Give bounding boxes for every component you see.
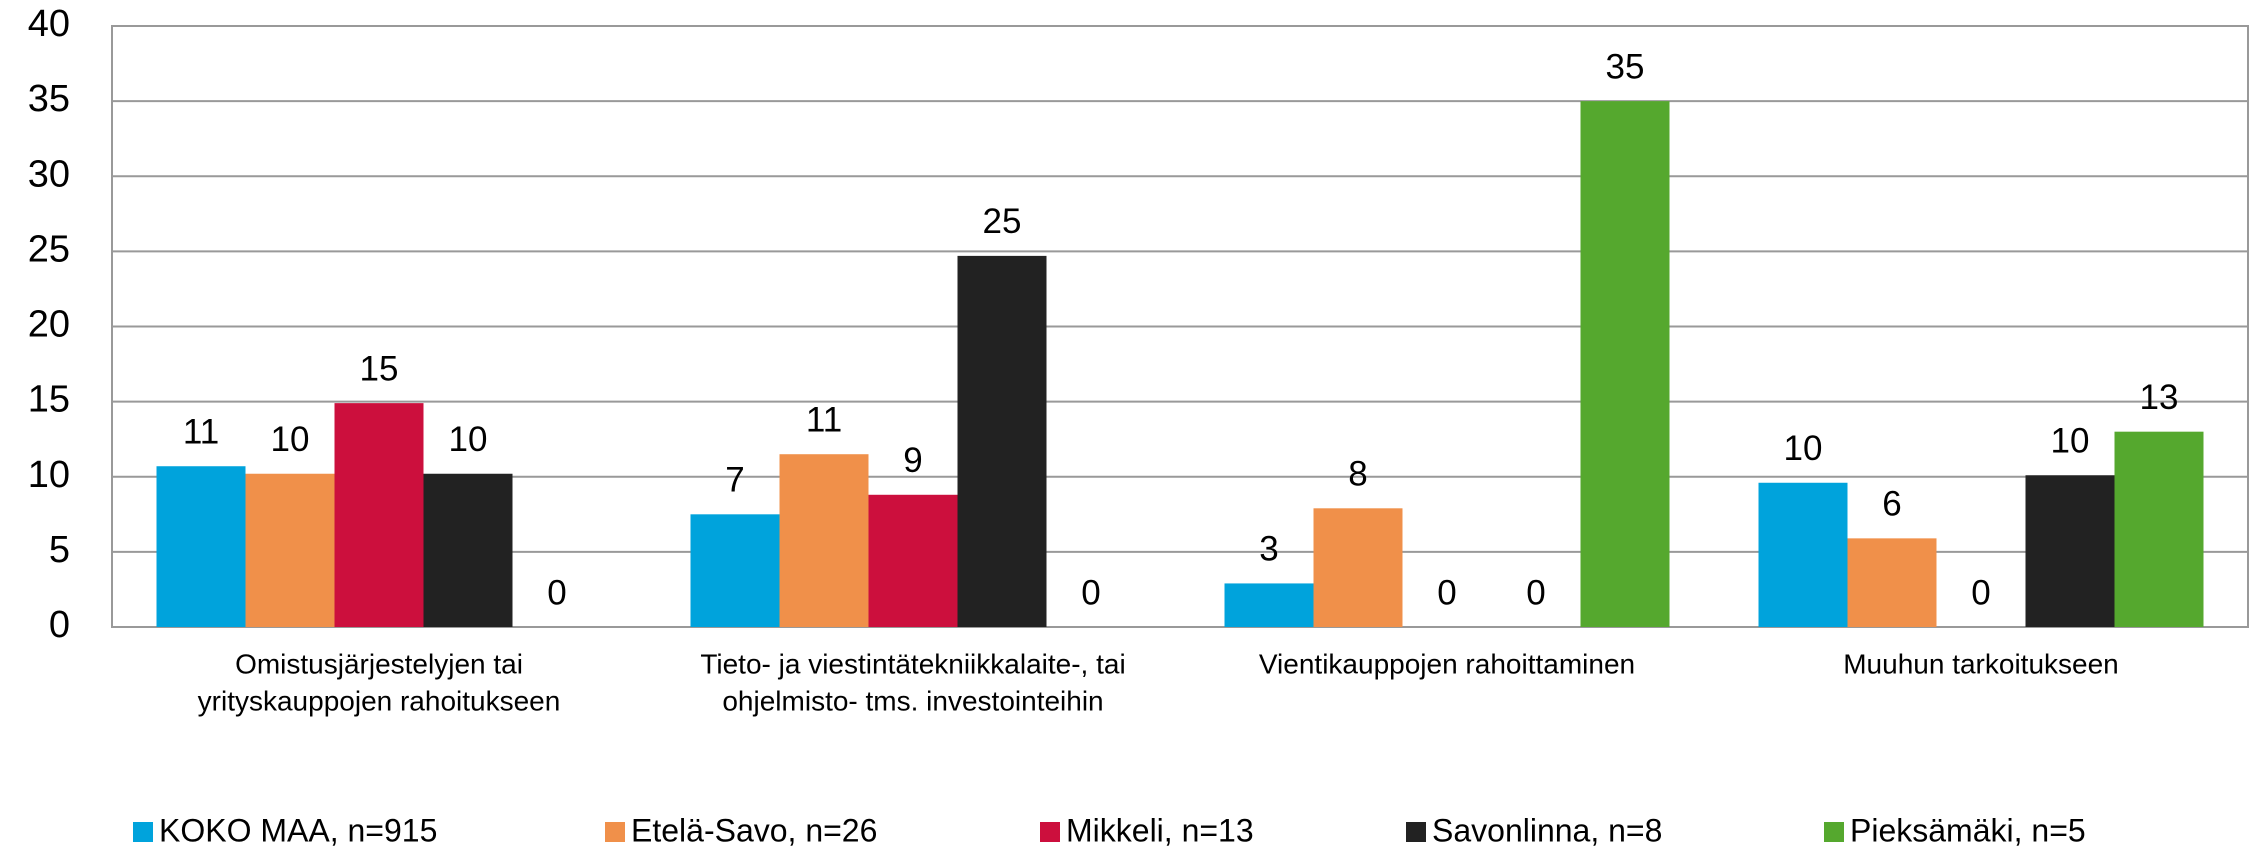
legend-swatch: [1406, 822, 1426, 842]
legend-swatch: [1824, 822, 1844, 842]
bar: [1313, 508, 1403, 627]
legend-label: Savonlinna, n=8: [1432, 812, 1662, 848]
data-label: 7: [725, 461, 744, 500]
bar: [423, 473, 513, 627]
data-label: 11: [183, 412, 219, 451]
y-tick-label: 20: [28, 304, 70, 346]
bar: [957, 255, 1047, 627]
data-label: 6: [1882, 485, 1901, 524]
legend-label: Pieksämäki, n=5: [1850, 812, 2086, 848]
data-label: 0: [1526, 573, 1545, 612]
bar: [1758, 482, 1848, 627]
bar: [690, 514, 780, 627]
data-label: 13: [2140, 378, 2179, 417]
x-tick-label: ohjelmisto- tms. investointeihin: [722, 685, 1103, 716]
legend-swatch: [133, 822, 153, 842]
legend-swatch: [1040, 822, 1060, 842]
data-label: 0: [547, 573, 566, 612]
y-tick-label: 0: [49, 604, 70, 646]
data-label: 3: [1259, 530, 1278, 569]
legend-swatch: [605, 822, 625, 842]
data-label: 25: [983, 202, 1022, 241]
x-tick-label: Tieto- ja viestintätekniikkalaite-, tai: [700, 648, 1125, 679]
bar: [1847, 538, 1937, 627]
y-tick-label: 30: [28, 153, 70, 195]
y-tick-label: 5: [49, 529, 70, 571]
y-tick-label: 25: [28, 228, 70, 270]
bar: [1580, 101, 1670, 627]
data-label: 0: [1971, 573, 1990, 612]
legend-label: KOKO MAA, n=915: [159, 812, 437, 848]
bar: [156, 466, 246, 627]
data-label: 8: [1348, 455, 1367, 494]
legend-label: Etelä-Savo, n=26: [631, 812, 877, 848]
y-tick-label: 40: [28, 3, 70, 45]
bar: [779, 454, 869, 627]
data-label: 10: [2051, 421, 2090, 460]
data-label: 15: [360, 349, 399, 388]
bar: [334, 403, 424, 627]
bar: [2025, 475, 2115, 627]
data-label: 10: [271, 420, 310, 459]
y-tick-label: 10: [28, 454, 70, 496]
data-label: 11: [806, 400, 842, 439]
data-label: 0: [1437, 573, 1456, 612]
y-tick-label: 35: [28, 78, 70, 120]
data-label: 0: [1081, 573, 1100, 612]
y-tick-label: 15: [28, 379, 70, 421]
data-label: 35: [1606, 47, 1645, 86]
x-tick-label: yrityskauppojen rahoitukseen: [198, 685, 561, 716]
x-tick-label: Vientikauppojen rahoittaminen: [1259, 648, 1635, 679]
x-tick-label: Omistusjärjestelyjen tai: [235, 648, 523, 679]
legend-label: Mikkeli, n=13: [1066, 812, 1254, 848]
data-label: 10: [1784, 429, 1823, 468]
data-label: 10: [449, 420, 488, 459]
x-tick-label: Muuhun tarkoitukseen: [1843, 648, 2119, 679]
bar: [2114, 431, 2204, 627]
bar: [868, 494, 958, 627]
data-label: 9: [903, 441, 922, 480]
bar: [1224, 583, 1314, 627]
bar: [245, 473, 335, 627]
